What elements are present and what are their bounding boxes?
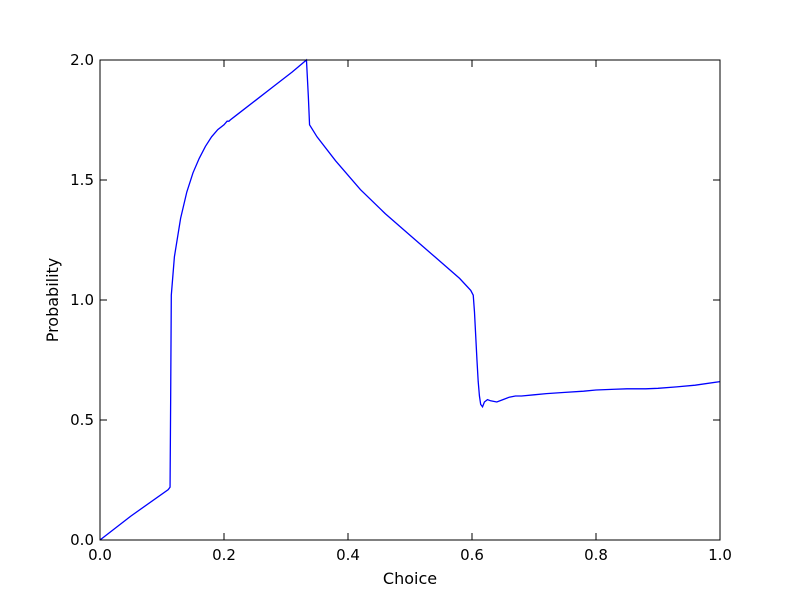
plot-area [99,58,721,541]
x-axis-ticks: 0.0 0.2 0.4 0.6 0.8 1.0 [88,60,732,564]
x-tick-label: 0.0 [88,546,112,564]
x-tick-label: 0.6 [460,546,484,564]
x-axis-label: Choice [383,569,437,588]
y-tick-label: 1.0 [70,291,94,309]
y-axis-ticks: 0.0 0.5 1.0 1.5 2.0 [70,51,720,549]
y-axis-label: Probability [43,258,62,343]
y-tick-label: 2.0 [70,51,94,69]
y-tick-label: 0.5 [70,411,94,429]
x-tick-label: 0.4 [336,546,360,564]
series-line-0 [99,58,721,541]
x-tick-label: 0.8 [584,546,608,564]
x-tick-label: 1.0 [708,546,732,564]
x-tick-label: 0.2 [212,546,236,564]
y-tick-label: 0.0 [70,531,94,549]
y-tick-label: 1.5 [70,171,94,189]
plot-frame [99,59,721,541]
